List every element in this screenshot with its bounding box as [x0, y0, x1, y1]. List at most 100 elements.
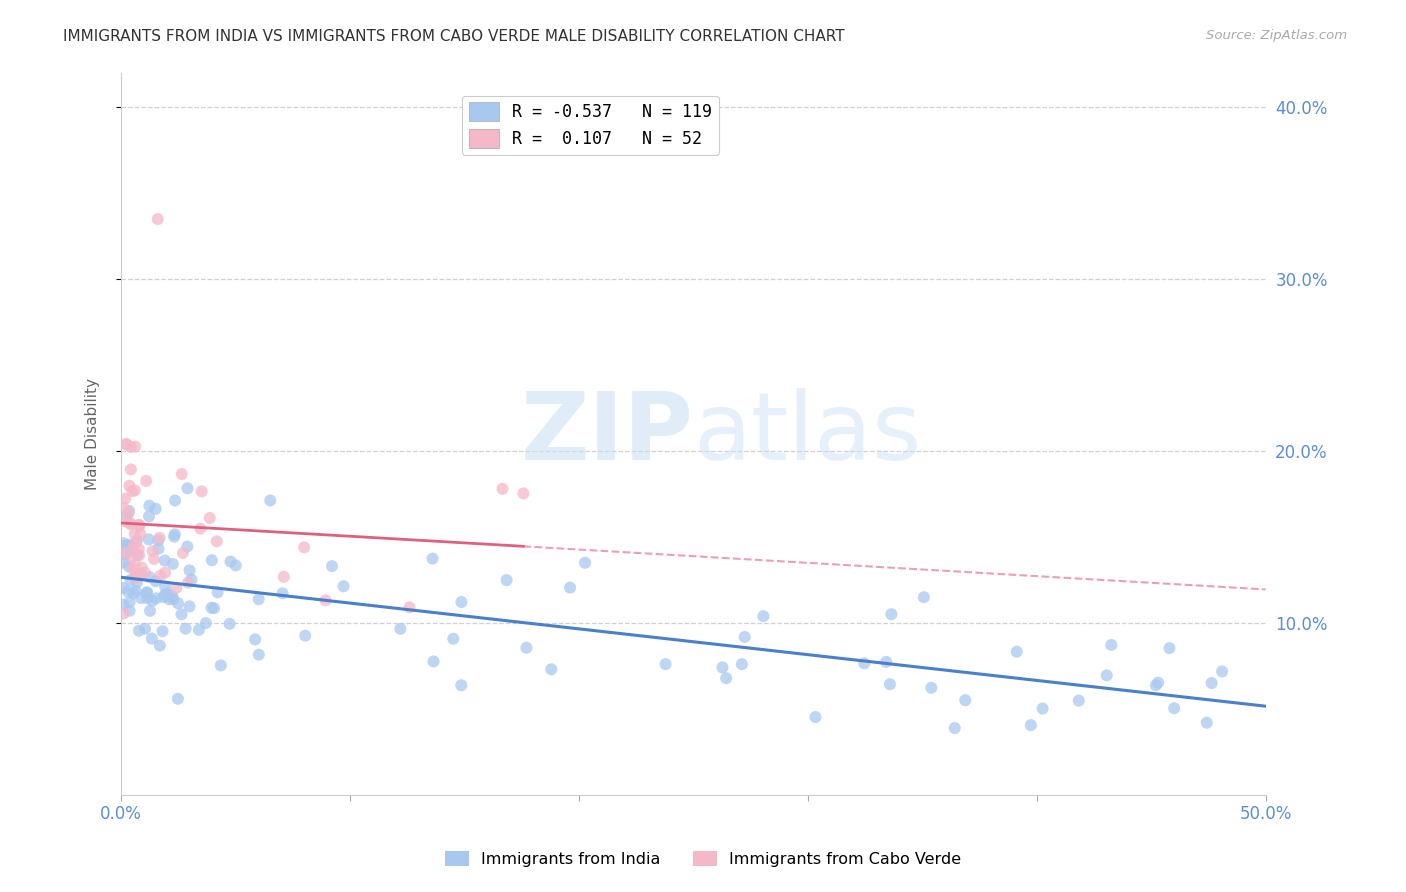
Point: [225, 558, 247, 573]
Point: [654, 657, 676, 672]
Point: [752, 609, 775, 624]
Point: [495, 573, 517, 587]
Point: [135, 586, 157, 600]
Point: [170, 607, 193, 622]
Point: [125, 583, 148, 598]
Point: [179, 563, 201, 577]
Point: [198, 511, 221, 525]
Point: [389, 622, 412, 636]
Point: [190, 522, 212, 536]
Point: [219, 555, 242, 569]
Point: [912, 590, 935, 604]
Point: [200, 600, 222, 615]
Point: [138, 570, 160, 584]
Point: [153, 579, 176, 593]
Point: [218, 616, 240, 631]
Point: [153, 588, 176, 602]
Point: [114, 548, 136, 562]
Point: [273, 570, 295, 584]
Point: [124, 440, 146, 454]
Point: [243, 632, 266, 647]
Point: [125, 571, 148, 585]
Point: [558, 581, 581, 595]
Point: [321, 559, 343, 574]
Point: [138, 499, 160, 513]
Point: [149, 639, 172, 653]
Point: [121, 561, 143, 575]
Point: [170, 467, 193, 481]
Point: [112, 556, 135, 570]
Point: [205, 534, 228, 549]
Point: [114, 491, 136, 506]
Point: [139, 604, 162, 618]
Text: IMMIGRANTS FROM INDIA VS IMMIGRANTS FROM CABO VERDE MALE DISABILITY CORRELATION : IMMIGRANTS FROM INDIA VS IMMIGRANTS FROM…: [63, 29, 845, 44]
Point: [1067, 693, 1090, 707]
Point: [943, 721, 966, 735]
Point: [177, 575, 200, 590]
Point: [117, 584, 139, 599]
Text: atlas: atlas: [693, 388, 921, 480]
Point: [247, 648, 270, 662]
Point: [120, 516, 142, 531]
Point: [172, 546, 194, 560]
Point: [135, 474, 157, 488]
Point: [125, 575, 148, 590]
Point: [115, 437, 138, 451]
Point: [1019, 718, 1042, 732]
Point: [167, 691, 190, 706]
Point: [118, 478, 141, 492]
Point: [129, 591, 152, 606]
Point: [112, 536, 135, 550]
Point: [120, 573, 142, 587]
Point: [259, 493, 281, 508]
Point: [194, 615, 217, 630]
Point: [207, 585, 229, 599]
Point: [141, 593, 163, 607]
Point: [450, 595, 472, 609]
Point: [136, 585, 159, 599]
Point: [804, 710, 827, 724]
Point: [125, 533, 148, 548]
Point: [112, 581, 135, 595]
Point: [711, 660, 734, 674]
Point: [138, 533, 160, 547]
Point: [315, 593, 337, 607]
Point: [128, 549, 150, 563]
Point: [1099, 638, 1122, 652]
Point: [114, 546, 136, 560]
Point: [1201, 676, 1223, 690]
Point: [174, 622, 197, 636]
Point: [879, 677, 901, 691]
Point: [118, 516, 141, 531]
Point: [117, 506, 139, 520]
Point: [1147, 675, 1170, 690]
Point: [165, 581, 187, 595]
Point: [124, 527, 146, 541]
Point: [118, 604, 141, 618]
Point: [1005, 645, 1028, 659]
Point: [138, 509, 160, 524]
Point: [121, 484, 143, 499]
Point: [118, 504, 141, 518]
Point: [152, 624, 174, 639]
Point: [1163, 701, 1185, 715]
Point: [190, 484, 212, 499]
Point: [920, 681, 942, 695]
Point: [714, 671, 737, 685]
Point: [441, 632, 464, 646]
Point: [167, 596, 190, 610]
Point: [115, 437, 138, 451]
Point: [731, 657, 754, 672]
Point: [209, 658, 232, 673]
Point: [1195, 715, 1218, 730]
Point: [125, 536, 148, 550]
Point: [179, 599, 201, 614]
Point: [201, 553, 224, 567]
Point: [112, 598, 135, 612]
Point: [163, 493, 186, 508]
Point: [118, 538, 141, 552]
Point: [120, 462, 142, 476]
Point: [136, 591, 159, 606]
Point: [1032, 701, 1054, 715]
Point: [271, 586, 294, 600]
